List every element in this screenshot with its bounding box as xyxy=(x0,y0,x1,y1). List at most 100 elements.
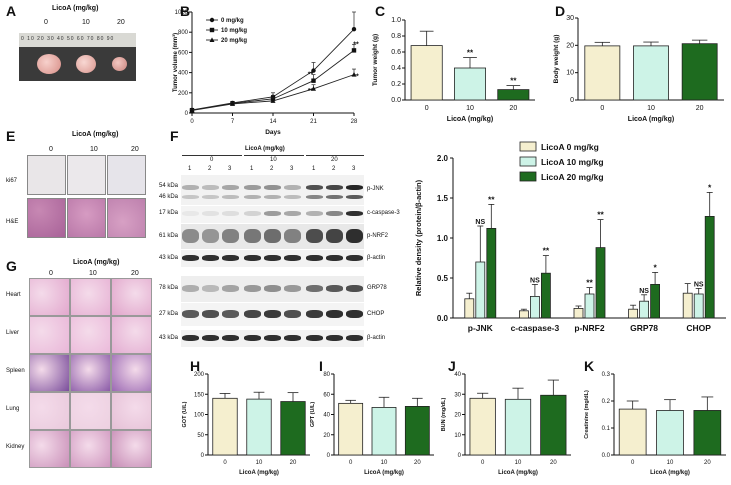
x-tick-label: 14 xyxy=(270,119,277,125)
x-axis-label: LicoA (mg/kg) xyxy=(628,116,674,123)
histology-heart-0 xyxy=(29,278,70,316)
y-tick-label: 0 xyxy=(570,97,574,104)
body-weight-chart: 0 10 20 30 0 10 20 LicoA (mg/kg) Body weight (g) xyxy=(553,15,724,123)
panel-g-group-10: 10 xyxy=(89,270,97,277)
x-axis-label: Days xyxy=(265,129,281,136)
y-tick-label: 0.8 xyxy=(391,33,401,40)
panel-e-row-ki67: ki67 xyxy=(6,178,18,184)
significance-label: ** xyxy=(543,246,550,256)
point-circle xyxy=(311,68,316,73)
panel-label-h: H xyxy=(190,358,201,374)
panel-f-title: LicoA (mg/kg) xyxy=(245,146,285,152)
blot-ccaspase3 xyxy=(181,206,364,223)
ki67-image-10 xyxy=(67,155,106,195)
bar-CHOP-2 xyxy=(704,216,715,319)
x-tick-label: 10 xyxy=(515,460,522,466)
blot-band xyxy=(244,255,261,261)
blot-band xyxy=(346,185,363,190)
blot-band xyxy=(244,310,261,318)
histology-liver-20 xyxy=(111,316,152,354)
lane-label: 3 xyxy=(228,166,232,172)
y-tick-label: 1000 xyxy=(175,10,189,16)
protein-pjnk: p-JNK xyxy=(367,186,384,192)
y-tick-label: 0.4 xyxy=(391,65,401,72)
blot-band xyxy=(326,185,343,190)
tumor-10 xyxy=(76,55,96,73)
blot-band xyxy=(244,229,261,243)
y-tick-label: 20 xyxy=(323,433,330,439)
blot-band xyxy=(202,195,219,199)
lane-label: 3 xyxy=(352,166,356,172)
blot-group-0: 0 xyxy=(210,157,214,163)
blot-band xyxy=(222,285,239,292)
legend-label: LicoA 10 mg/kg xyxy=(541,157,604,167)
blot-band xyxy=(182,185,199,190)
bar-p-NRF2-1 xyxy=(584,293,595,319)
blot-band xyxy=(346,195,363,199)
significance-label: ** xyxy=(308,88,314,95)
blot-band xyxy=(264,310,281,318)
bar-GRP78-1 xyxy=(639,300,650,319)
bar-p-NRF2-0 xyxy=(573,307,584,319)
x-tick-label: 20 xyxy=(704,460,711,466)
bar-c-caspase-3-1 xyxy=(530,295,540,319)
blot-band xyxy=(306,335,323,341)
organ-label-kidney: Kidney xyxy=(6,444,25,450)
blot-band xyxy=(202,285,219,292)
blot-band xyxy=(202,310,219,318)
bar-0 xyxy=(410,45,443,101)
kda-ccaspase3: 17 kDa xyxy=(159,210,179,216)
blot-band xyxy=(306,211,323,216)
x-tick-label: 0 xyxy=(631,460,635,466)
bar-20 xyxy=(540,394,567,456)
point-triangle xyxy=(189,107,195,113)
tumor-weight-chart: 0.0 0.2 0.4 0.6 0.8 1.0 0 10 ** 20 ** LicoA (mg/kg)… xyxy=(372,17,535,123)
blot-band xyxy=(346,310,363,318)
blot-band xyxy=(264,185,281,190)
bar-10 xyxy=(371,407,397,456)
legend-label: 0 mg/kg xyxy=(221,18,244,24)
x-tick-label: 20 xyxy=(696,105,704,112)
bar-p-JNK-0 xyxy=(464,298,475,319)
bar-10 xyxy=(454,67,487,101)
blot-band xyxy=(264,255,281,261)
histology-liver-10 xyxy=(70,316,111,354)
histology-liver-0 xyxy=(29,316,70,354)
bar-0 xyxy=(618,408,647,456)
blot-band xyxy=(202,335,219,341)
blot-band xyxy=(284,195,301,199)
y-tick-label: 60 xyxy=(323,392,330,398)
y-tick-label: 30 xyxy=(454,392,461,398)
y-tick-label: 200 xyxy=(178,91,189,97)
x-tick-label: 10 xyxy=(647,105,655,112)
kda-chop: 27 kDa xyxy=(159,311,179,317)
blot-band xyxy=(306,310,323,318)
legend-swatch xyxy=(519,171,537,182)
legend-swatch xyxy=(519,156,537,167)
y-tick-label: 0.0 xyxy=(391,97,401,104)
blot-band xyxy=(222,310,239,318)
blot-band xyxy=(264,211,281,216)
panel-label-e: E xyxy=(6,128,16,144)
bar-20 xyxy=(280,401,306,456)
x-axis-label: LicoA (mg/kg) xyxy=(650,470,690,476)
blot-band xyxy=(264,335,281,341)
point-triangle xyxy=(270,98,276,103)
y-tick-label: 150 xyxy=(194,392,205,398)
blot-band xyxy=(222,195,239,199)
blot-band xyxy=(182,229,199,243)
bar-20 xyxy=(681,43,718,101)
bar-CHOP-0 xyxy=(682,292,693,319)
tumor-0 xyxy=(37,54,61,74)
panel-g-group-0: 0 xyxy=(49,270,53,277)
blot-band xyxy=(222,255,239,261)
blot-band xyxy=(244,335,261,341)
histology-lung-0 xyxy=(29,392,70,430)
y-axis-label: BUN (mg/dL) xyxy=(441,398,447,432)
blot-band xyxy=(306,195,323,199)
y-tick-label: 400 xyxy=(178,71,189,77)
blot-band xyxy=(306,255,323,261)
x-tick-label: 20 xyxy=(414,460,421,466)
legend-label: LicoA 0 mg/kg xyxy=(541,142,599,152)
y-tick-label: 100 xyxy=(194,413,205,419)
